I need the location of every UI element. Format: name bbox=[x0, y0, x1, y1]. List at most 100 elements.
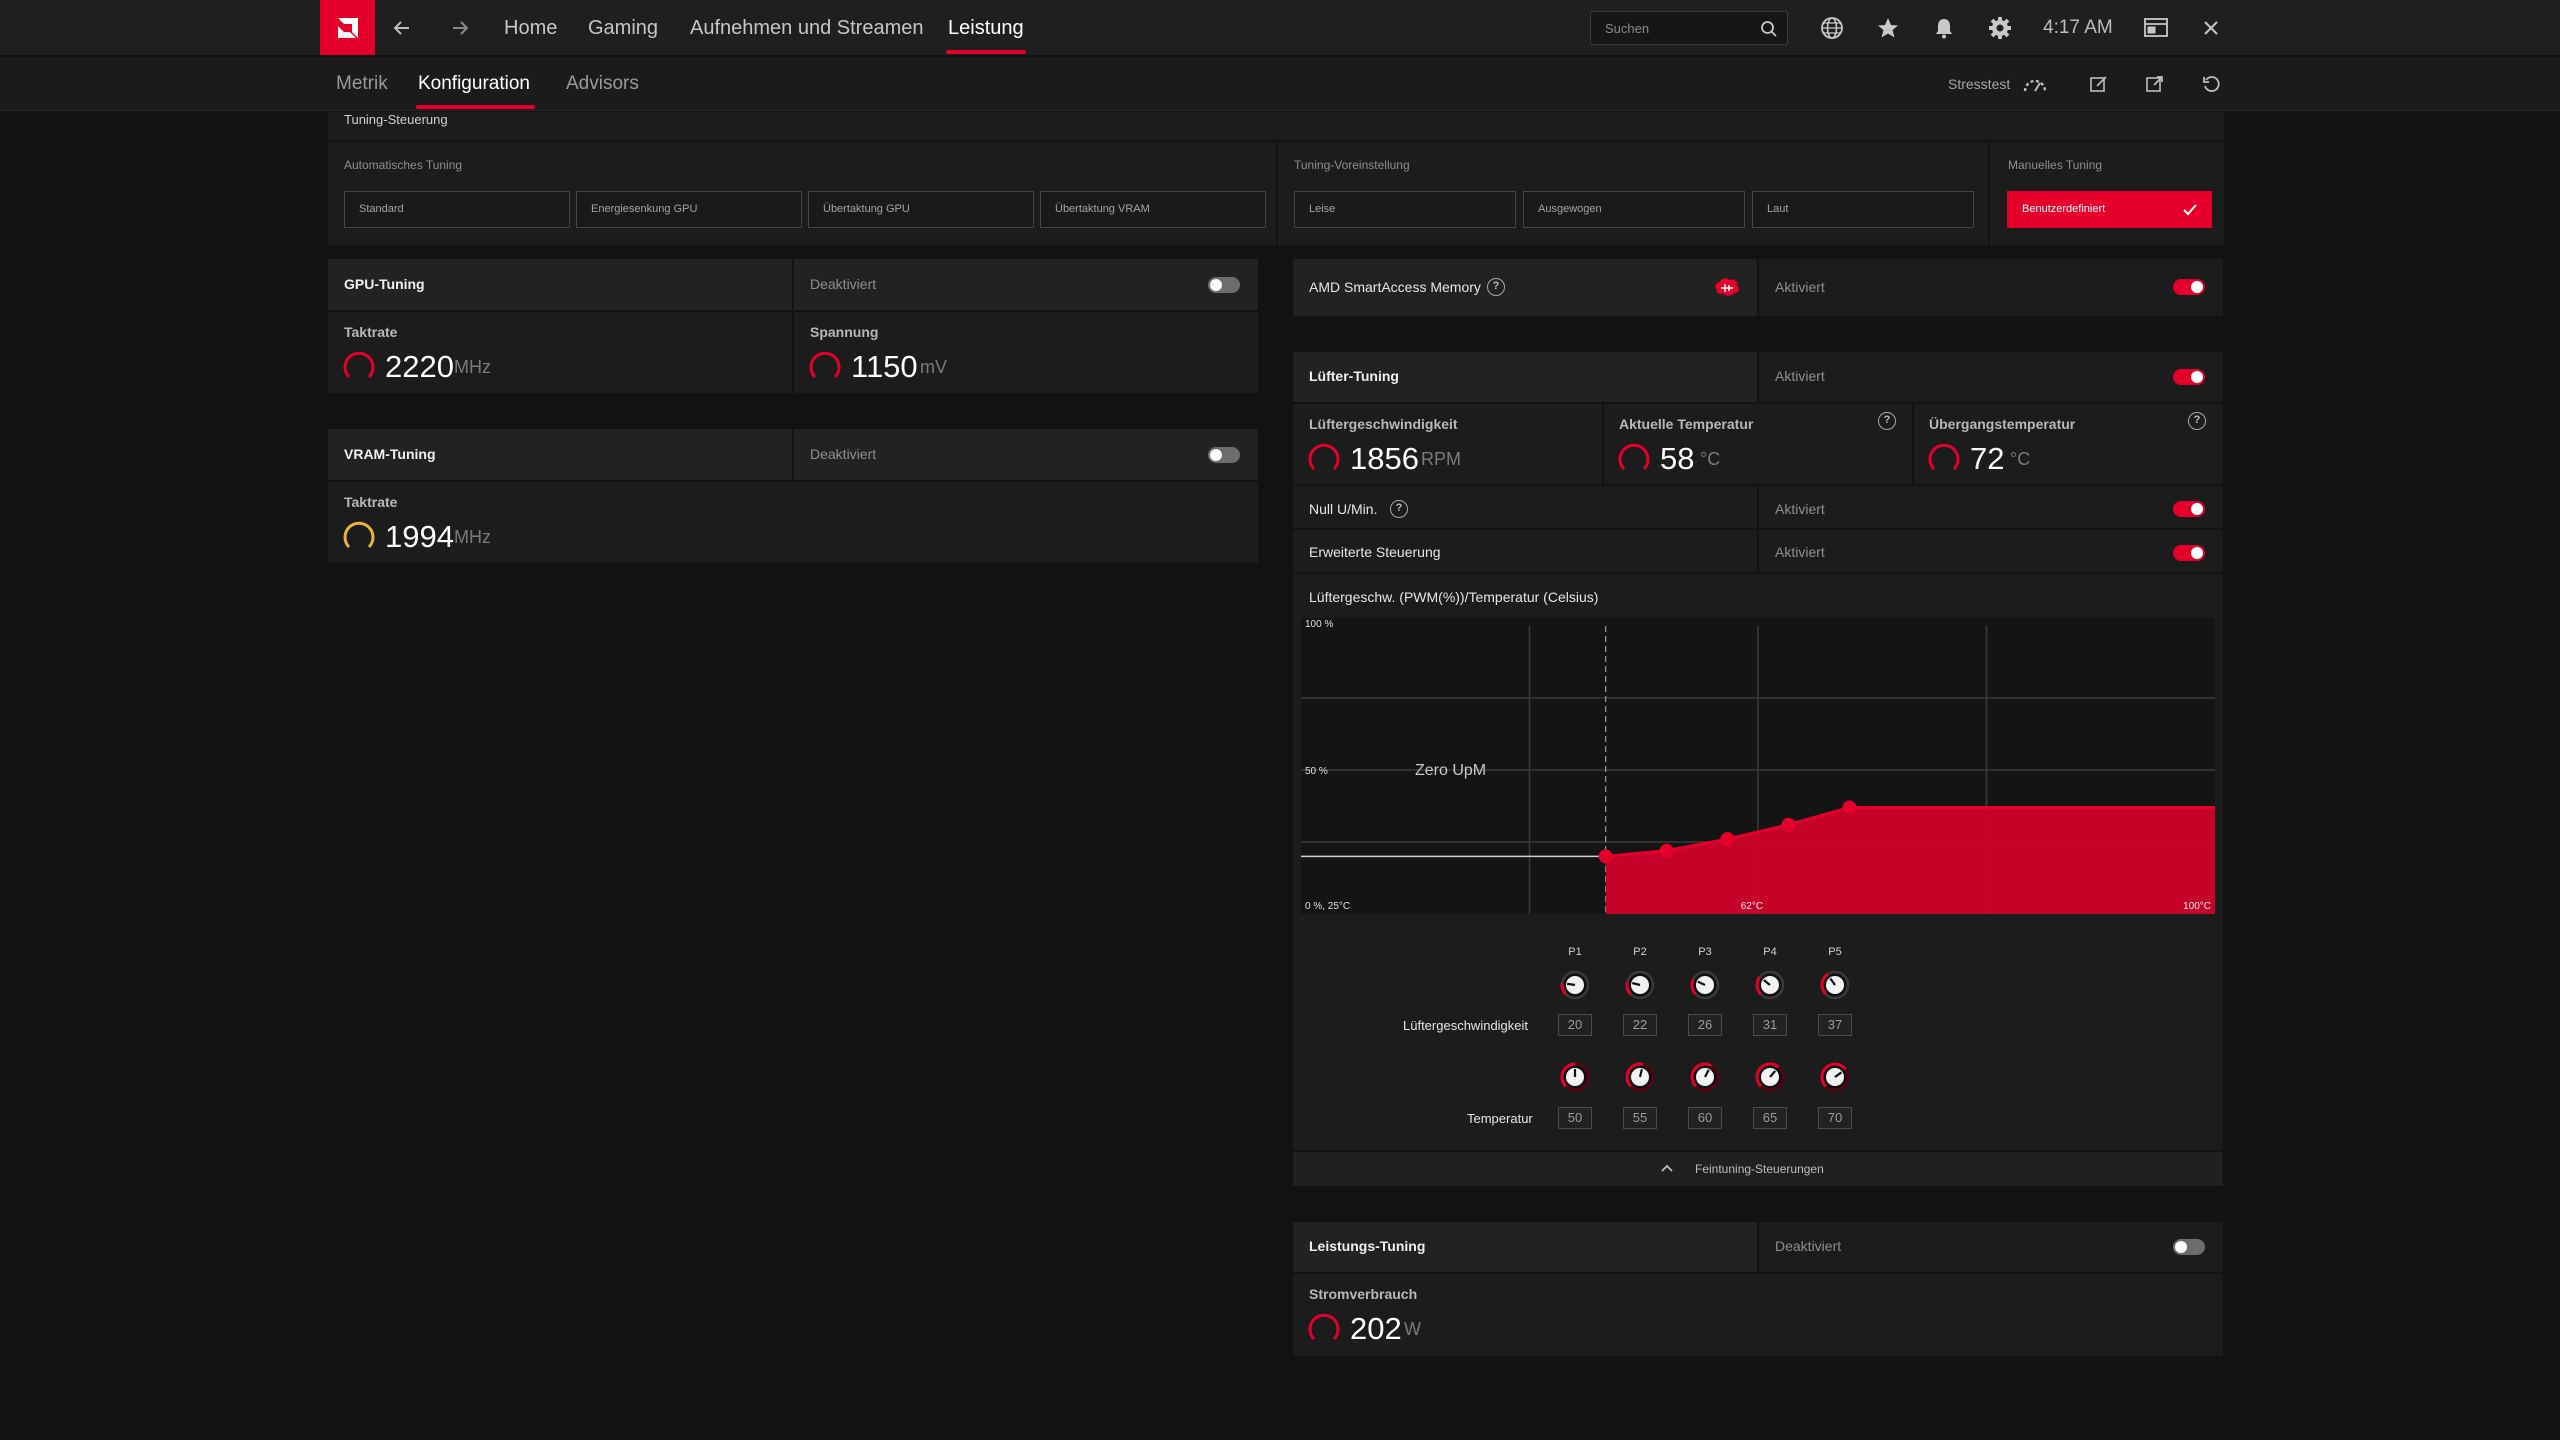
auto-tuning-standard[interactable]: Standard bbox=[344, 191, 570, 228]
auto-tuning-overclock-vram[interactable]: Übertaktung VRAM bbox=[1040, 191, 1266, 228]
fine-tuning-footer[interactable]: Feintuning-Steuerungen bbox=[1293, 1152, 2223, 1186]
smart-access-toggle[interactable] bbox=[2173, 279, 2205, 295]
nav-performance[interactable]: Leistung bbox=[948, 17, 1024, 39]
fan-speed-input-p1[interactable]: 20 bbox=[1558, 1014, 1592, 1036]
manual-tuning-custom[interactable]: Benutzerdefiniert bbox=[2007, 191, 2212, 228]
edit-icon[interactable] bbox=[2084, 69, 2114, 99]
advanced-control-state: Aktiviert bbox=[1775, 544, 1825, 560]
forward-arrow-icon[interactable] bbox=[444, 12, 476, 44]
search-field[interactable] bbox=[1590, 11, 1788, 45]
fan-speed-dial-p4[interactable] bbox=[1755, 970, 1785, 1000]
divider bbox=[1602, 404, 1604, 484]
amd-logo[interactable] bbox=[320, 0, 375, 55]
power-draw-gauge-icon bbox=[1308, 1313, 1340, 1341]
fan-speed-input-p5[interactable]: 37 bbox=[1818, 1014, 1852, 1036]
power-draw-label: Stromverbrauch bbox=[1309, 1286, 1418, 1302]
export-icon[interactable] bbox=[2140, 69, 2170, 99]
auto-tuning-overclock-gpu[interactable]: Übertaktung GPU bbox=[808, 191, 1034, 228]
y-tick-label: 50 % bbox=[1305, 766, 1328, 777]
stresstest-label[interactable]: Stresstest bbox=[1948, 76, 2011, 92]
tab-advisors[interactable]: Advisors bbox=[566, 73, 639, 94]
divider bbox=[1988, 140, 1990, 245]
fan-speed-dial-p2[interactable] bbox=[1625, 970, 1655, 1000]
curve-point-p5 bbox=[1842, 800, 1857, 815]
search-input[interactable] bbox=[1603, 18, 1753, 38]
fan-speed-unit: RPM bbox=[1421, 449, 1461, 469]
star-icon[interactable] bbox=[1872, 12, 1904, 44]
zero-rpm-toggle[interactable] bbox=[2173, 501, 2205, 517]
back-arrow-icon[interactable] bbox=[386, 12, 418, 44]
bell-icon[interactable] bbox=[1928, 12, 1960, 44]
fan-temp-input-p5[interactable]: 70 bbox=[1818, 1107, 1852, 1129]
gpu-tuning-state: Deaktiviert bbox=[810, 276, 877, 292]
nav-home[interactable]: Home bbox=[504, 17, 558, 39]
fan-temp-dial-p3[interactable] bbox=[1690, 1062, 1720, 1092]
globe-icon[interactable] bbox=[1816, 12, 1848, 44]
fan-curve-title: Lüftergeschw. (PWM(%))/Temperatur (Celsi… bbox=[1309, 589, 1599, 605]
vram-tuning-toggle[interactable] bbox=[1208, 447, 1240, 463]
fan-temp-dial-p4[interactable] bbox=[1755, 1062, 1785, 1092]
tab-metrics[interactable]: Metrik bbox=[336, 73, 388, 94]
smart-access-brain-icon bbox=[1715, 278, 1740, 296]
help-icon[interactable]: ? bbox=[1390, 500, 1408, 518]
fan-temp-input-p3[interactable]: 60 bbox=[1688, 1107, 1722, 1129]
power-draw-value: 202 bbox=[1350, 1311, 1402, 1346]
help-icon[interactable]: ? bbox=[1878, 412, 1896, 430]
power-tuning-panel: Leistungs-Tuning Deaktiviert Stromverbra… bbox=[1293, 1222, 2223, 1356]
fan-speed-dial-p5[interactable] bbox=[1820, 970, 1850, 1000]
window-layout-icon[interactable] bbox=[2140, 12, 2172, 44]
tuning-control-panel: Tuning-Steuerung Automatisches Tuning St… bbox=[328, 112, 2224, 245]
power-tuning-state: Deaktiviert bbox=[1775, 1238, 1842, 1254]
help-icon[interactable]: ? bbox=[2188, 412, 2206, 430]
gear-icon[interactable] bbox=[1984, 12, 2016, 44]
amd-logo-icon bbox=[337, 17, 358, 38]
junction-temp-value: 72 bbox=[1970, 441, 2005, 476]
auto-tuning-undervolt-gpu[interactable]: Energiesenkung GPU bbox=[576, 191, 802, 228]
stresstest-gauge-icon[interactable] bbox=[2020, 69, 2050, 99]
fan-temp-dial-p1[interactable] bbox=[1560, 1062, 1590, 1092]
fan-temp-input-p2[interactable]: 55 bbox=[1623, 1107, 1657, 1129]
gpu-clock-label: Taktrate bbox=[344, 324, 398, 340]
advanced-control-toggle[interactable] bbox=[2173, 545, 2205, 561]
divider bbox=[1293, 1272, 2223, 1274]
preset-loud[interactable]: Laut bbox=[1752, 191, 1974, 228]
divider bbox=[792, 429, 794, 480]
divider bbox=[1293, 528, 2223, 530]
manual-tuning-custom-label: Benutzerdefiniert bbox=[2022, 203, 2106, 215]
fan-temp-input-p4[interactable]: 65 bbox=[1753, 1107, 1787, 1129]
fan-speed-input-p4[interactable]: 31 bbox=[1753, 1014, 1787, 1036]
divider bbox=[328, 480, 1258, 482]
nav-gaming[interactable]: Gaming bbox=[588, 17, 659, 39]
fan-curve-line bbox=[1605, 805, 2215, 858]
curve-point-p4 bbox=[1781, 817, 1796, 832]
fan-tuning-title: Lüfter-Tuning bbox=[1309, 368, 1399, 384]
gpu-voltage-value: 1150 bbox=[851, 349, 918, 384]
vram-clock-gauge-icon bbox=[343, 521, 375, 549]
help-icon[interactable]: ? bbox=[1487, 278, 1505, 296]
point-label-p4: P4 bbox=[1763, 946, 1777, 958]
fan-temp-input-p1[interactable]: 50 bbox=[1558, 1107, 1592, 1129]
fan-speed-input-p3[interactable]: 26 bbox=[1688, 1014, 1722, 1036]
chart-plot bbox=[1301, 626, 2215, 914]
fan-temp-dial-p2[interactable] bbox=[1625, 1062, 1655, 1092]
fan-temp-dial-p5[interactable] bbox=[1820, 1062, 1850, 1092]
reset-icon[interactable] bbox=[2196, 69, 2226, 99]
manual-tuning-label: Manuelles Tuning bbox=[2008, 158, 2103, 172]
divider bbox=[1293, 484, 2223, 486]
fan-speed-dial-p1[interactable] bbox=[1560, 970, 1590, 1000]
preset-balanced[interactable]: Ausgewogen bbox=[1523, 191, 1745, 228]
gpu-tuning-toggle[interactable] bbox=[1208, 277, 1240, 293]
preset-quiet[interactable]: Leise bbox=[1294, 191, 1516, 228]
nav-record-stream[interactable]: Aufnehmen und Streamen bbox=[690, 17, 924, 39]
fan-curve-chart[interactable]: 100 % 50 % 0 %, 25°C 62°C 100°C Zero UpM bbox=[1301, 618, 2215, 914]
smart-access-header bbox=[1293, 259, 1757, 316]
divider bbox=[1293, 402, 2223, 404]
power-tuning-toggle[interactable] bbox=[2173, 1239, 2205, 1255]
tuning-control-title: Tuning-Steuerung bbox=[344, 112, 448, 127]
fan-tuning-toggle[interactable] bbox=[2173, 369, 2205, 385]
search-icon[interactable] bbox=[1760, 20, 1778, 38]
tab-configuration[interactable]: Konfiguration bbox=[418, 73, 530, 94]
fan-speed-dial-p3[interactable] bbox=[1690, 970, 1720, 1000]
close-icon[interactable] bbox=[2195, 12, 2227, 44]
fan-speed-input-p2[interactable]: 22 bbox=[1623, 1014, 1657, 1036]
